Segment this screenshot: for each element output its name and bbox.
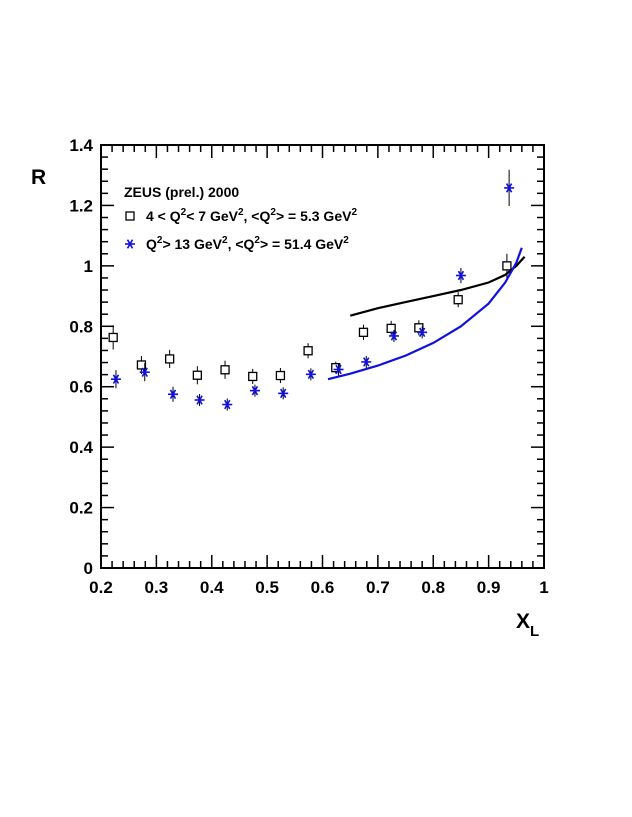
model-curve-2: [327, 247, 523, 381]
superscript: 2: [270, 207, 276, 218]
legend-text-part: 4 < Q: [146, 208, 181, 224]
superscript: 2: [343, 235, 349, 246]
x-tick-label: 1: [539, 578, 548, 597]
data-point-2: [278, 388, 289, 399]
legend-text-part: > = 5.3 GeV: [276, 208, 352, 224]
data-point-1: [220, 365, 230, 375]
legend-text-part: > = 51.4 GeV: [260, 236, 344, 252]
y-axis-title: R: [31, 166, 46, 189]
data-point-2: [333, 364, 344, 375]
axis-ticks: [100, 144, 545, 569]
x-tick-label: 0.9: [477, 578, 501, 597]
data-point-1: [248, 371, 258, 382]
data-point-1: [358, 327, 369, 337]
data-point-2: [455, 270, 466, 281]
x-axis-title-sub: L: [530, 623, 539, 640]
data-points: [108, 169, 515, 411]
superscript: 2: [351, 207, 357, 218]
data-point-1: [303, 346, 313, 356]
legend: ZEUS (prel.) 2000 4 < Q2< 7 GeV2, <Q2> =…: [124, 184, 357, 252]
legend-entry-2: Q2> 13 GeV2, <Q2> = 51.4 GeV2: [146, 235, 349, 252]
x-axis-title-main: X: [516, 610, 530, 633]
data-point-2: [194, 395, 205, 405]
legend-marker-2: [125, 239, 135, 249]
data-point-1: [165, 354, 175, 364]
data-point-2: [110, 374, 121, 384]
data-point-2: [305, 369, 316, 380]
data-point-2: [222, 399, 233, 410]
y-tick-label: 0.8: [69, 317, 93, 336]
data-point-2: [361, 357, 372, 367]
data-point-2: [388, 331, 399, 341]
legend-header: ZEUS (prel.) 2000: [124, 184, 239, 200]
legend-marker-1: [125, 211, 135, 221]
x-tick-label: 0.2: [89, 578, 113, 597]
y-tick-label: 0: [84, 559, 93, 578]
tick-labels: 0.2 0.3 0.4 0.5 0.6 0.7 0.8 0.9 100.20.40.60.811…: [69, 136, 548, 597]
data-point-1: [192, 370, 203, 380]
model-curve-1: [349, 256, 526, 317]
legend-text-part: > 13 GeV: [162, 236, 222, 252]
y-tick-label: 1: [84, 257, 93, 276]
data-point-1: [453, 295, 463, 305]
data-point-1: [136, 360, 147, 370]
superscript: 2: [254, 235, 260, 246]
x-tick-label: 0.8: [421, 578, 445, 597]
superscript: 2: [157, 235, 163, 246]
x-tick-label: 0.3: [145, 578, 169, 597]
x-tick-label: 0.6: [311, 578, 335, 597]
data-point-2: [249, 385, 260, 396]
legend-entry-1: 4 < Q2< 7 GeV2, <Q2> = 5.3 GeV2: [146, 207, 357, 224]
data-point-1: [502, 261, 512, 271]
x-axis-title: XL: [516, 610, 539, 640]
y-tick-label: 0.6: [69, 378, 93, 397]
x-tick-label: 0.7: [366, 578, 390, 597]
legend-text-part: Q: [146, 236, 157, 252]
superscript: 2: [181, 207, 187, 218]
legend-text-part: , <Q: [244, 208, 271, 224]
y-tick-label: 1.2: [69, 196, 93, 215]
x-tick-label: 0.4: [200, 578, 224, 597]
data-point-2: [139, 367, 150, 377]
data-point-1: [275, 370, 286, 381]
data-point-2: [167, 389, 178, 399]
model-curves: [327, 247, 526, 381]
superscript: 2: [222, 235, 228, 246]
data-point-2: [417, 327, 428, 338]
legend-text-part: < 7 GeV: [186, 208, 238, 224]
y-tick-label: 1.4: [69, 136, 93, 155]
superscript: 2: [238, 207, 244, 218]
data-point-2: [504, 183, 515, 193]
y-tick-label: 0.2: [69, 499, 93, 518]
data-point-1: [108, 332, 118, 343]
x-tick-label: 0.5: [255, 578, 279, 597]
y-tick-label: 0.4: [69, 438, 93, 457]
legend-text-part: , <Q: [228, 236, 255, 252]
